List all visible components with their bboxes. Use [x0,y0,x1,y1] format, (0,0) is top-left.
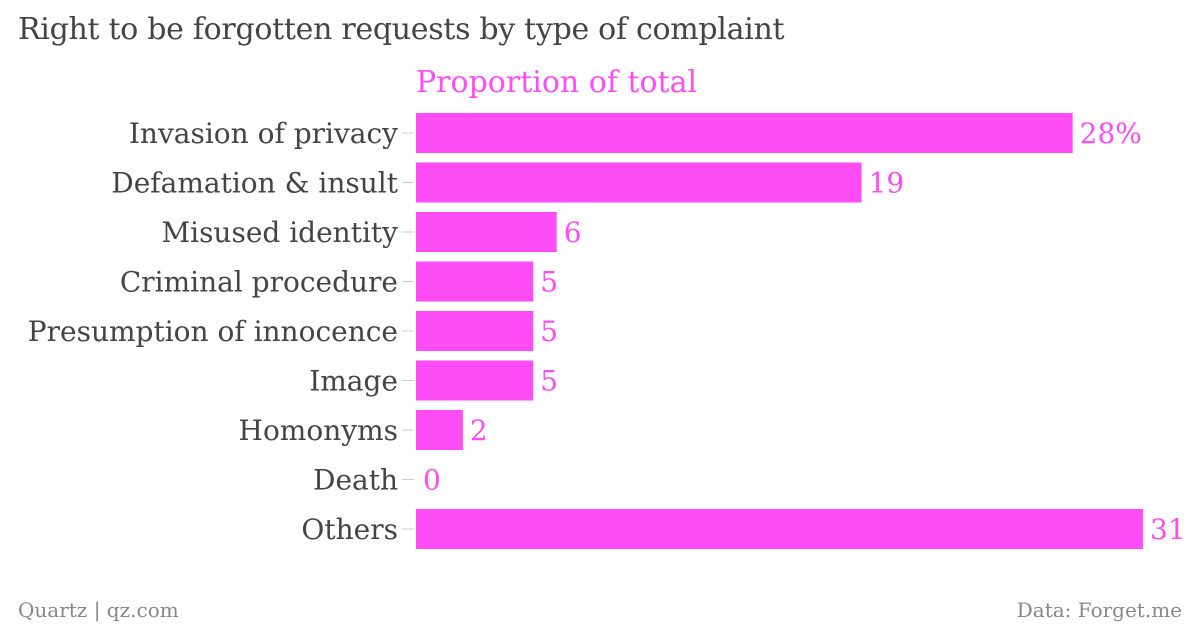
bar [416,311,534,351]
category-label: Invasion of privacy [129,117,398,150]
category-label: Death [313,464,398,497]
value-label: 5 [540,266,558,299]
chart-title: Right to be forgotten requests by type o… [18,12,785,47]
category-label: Misused identity [161,216,398,249]
bar [416,162,862,203]
value-label: 28% [1080,117,1142,150]
footer-credit: Quartz | qz.com [18,598,179,622]
value-label: 2 [470,414,488,447]
series-label: Proportion of total [416,65,697,100]
value-label: 19 [869,167,905,200]
bar [416,261,534,302]
value-label: 0 [423,464,441,497]
category-label: Homonyms [239,414,398,447]
bar [416,410,463,450]
bar [416,360,534,401]
value-label: 5 [540,315,558,348]
bar [416,113,1073,153]
bar [416,509,1143,549]
category-label: Image [309,365,398,398]
value-label: 6 [564,216,582,249]
value-label: 5 [540,365,558,398]
value-label: 31 [1150,513,1186,546]
category-label: Presumption of innocence [28,315,398,348]
category-label: Criminal procedure [120,266,398,299]
footer-data-source: Data: Forget.me [1016,598,1182,622]
category-label: Defamation & insult [111,167,398,200]
category-label: Others [301,513,398,546]
bar [416,212,557,252]
